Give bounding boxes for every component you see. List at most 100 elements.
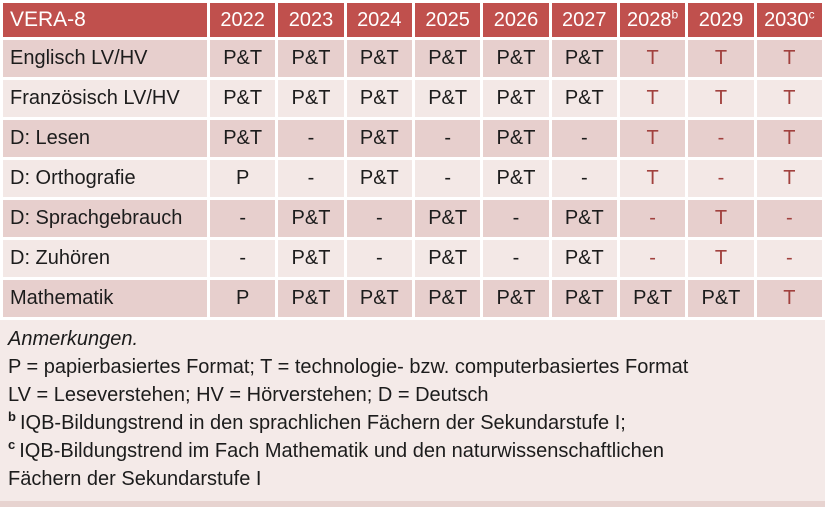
table-row: Französisch LV/HV P&T P&T P&T P&T P&T P&…	[3, 80, 822, 117]
footnote-marker: c	[8, 437, 16, 453]
format-cell: T	[756, 280, 822, 317]
table-row: D: Sprachgebrauch - P&T - P&T - P&T - T …	[3, 200, 822, 237]
format-cell: T	[688, 40, 754, 77]
year-column-header: 2022	[210, 3, 276, 37]
format-cell: P&T	[688, 280, 754, 317]
table-row: Englisch LV/HV P&T P&T P&T P&T P&T P&T T…	[3, 40, 822, 77]
format-cell: P&T	[278, 80, 344, 117]
format-cell: P&T	[346, 40, 412, 77]
year-column-header: 2029	[688, 3, 754, 37]
table-title: VERA-8	[3, 3, 207, 37]
format-cell: -	[551, 160, 617, 197]
year-column-header: 2026	[483, 3, 549, 37]
format-cell: P&T	[346, 160, 412, 197]
year-column-header: 2023	[278, 3, 344, 37]
format-cell: T	[688, 200, 754, 237]
format-cell: P&T	[346, 120, 412, 157]
format-cell: P&T	[414, 240, 481, 277]
format-cell: -	[483, 240, 549, 277]
table-row: Mathematik P P&T P&T P&T P&T P&T P&T P&T…	[3, 280, 822, 317]
format-cell: P	[210, 160, 276, 197]
format-cell: -	[414, 120, 481, 157]
format-cell: P&T	[414, 280, 481, 317]
format-cell: -	[483, 200, 549, 237]
format-cell: P&T	[551, 240, 617, 277]
year-column-header: 2030c	[756, 3, 822, 37]
format-cell: P&T	[483, 120, 549, 157]
subject-row-label: Englisch LV/HV	[3, 40, 207, 77]
format-cell: T	[619, 160, 686, 197]
subject-row-label: D: Sprachgebrauch	[3, 200, 207, 237]
format-cell: -	[756, 200, 822, 237]
format-cell: T	[688, 80, 754, 117]
subject-row-label: D: Lesen	[3, 120, 207, 157]
table-row: D: Lesen P&T - P&T - P&T - T - T	[3, 120, 822, 157]
notes-line: c IQB-Bildungstrend im Fach Mathematik un…	[8, 437, 664, 462]
format-cell: -	[210, 240, 276, 277]
format-cell: T	[756, 120, 822, 157]
format-cell: P&T	[346, 280, 412, 317]
subject-row-label: D: Zuhören	[3, 240, 207, 277]
format-cell: -	[619, 200, 686, 237]
format-cell: P&T	[483, 160, 549, 197]
format-cell: P&T	[278, 200, 344, 237]
format-cell: P&T	[278, 40, 344, 77]
format-cell: -	[551, 120, 617, 157]
format-cell: -	[688, 160, 754, 197]
year-column-header: 2025	[414, 3, 481, 37]
vera8-table: VERA-8 2022 2023 2024 2025 2026 2027 202…	[3, 3, 822, 317]
format-cell: -	[346, 200, 412, 237]
format-cell: T	[756, 40, 822, 77]
format-cell: P&T	[551, 40, 617, 77]
format-cell: P&T	[278, 240, 344, 277]
notes-line: LV = Leseverstehen; HV = Hörverstehen; D…	[8, 384, 489, 406]
format-cell: P	[210, 280, 276, 317]
year-column-header: 2024	[346, 3, 412, 37]
format-cell: -	[346, 240, 412, 277]
format-cell: -	[278, 160, 344, 197]
format-cell: P&T	[414, 200, 481, 237]
format-cell: T	[619, 120, 686, 157]
table-bottom-border	[0, 501, 825, 507]
format-cell: P&T	[619, 280, 686, 317]
format-cell: P&T	[551, 80, 617, 117]
format-cell: -	[210, 200, 276, 237]
format-cell: P&T	[414, 40, 481, 77]
format-cell: -	[756, 240, 822, 277]
notes-line: P = papierbasiertes Format; T = technolo…	[8, 356, 689, 378]
footnote-marker: b	[8, 409, 16, 425]
format-cell: T	[619, 40, 686, 77]
notes-line: b IQB-Bildungstrend in den sprachlichen F…	[8, 409, 626, 434]
notes-line: Fächern der Sekundarstufe I	[8, 468, 262, 490]
subject-row-label: D: Orthografie	[3, 160, 207, 197]
format-cell: P&T	[346, 80, 412, 117]
format-cell: P&T	[551, 280, 617, 317]
format-cell: P&T	[278, 280, 344, 317]
subject-row-label: Französisch LV/HV	[3, 80, 207, 117]
format-cell: P&T	[210, 40, 276, 77]
format-cell: -	[688, 120, 754, 157]
format-cell: P&T	[483, 80, 549, 117]
format-cell: T	[756, 80, 822, 117]
format-cell: P&T	[210, 80, 276, 117]
table-header-row: VERA-8 2022 2023 2024 2025 2026 2027 202…	[3, 3, 822, 37]
format-cell: P&T	[210, 120, 276, 157]
table-row: D: Orthografie P - P&T - P&T - T - T	[3, 160, 822, 197]
format-cell: -	[619, 240, 686, 277]
format-cell: T	[619, 80, 686, 117]
format-cell: P&T	[483, 40, 549, 77]
format-cell: -	[278, 120, 344, 157]
format-cell: P&T	[414, 80, 481, 117]
subject-row-label: Mathematik	[3, 280, 207, 317]
notes-heading: Anmerkungen.	[8, 328, 139, 350]
header-superscript: c	[808, 6, 815, 21]
format-cell: P&T	[551, 200, 617, 237]
format-cell: P&T	[483, 280, 549, 317]
format-cell: T	[756, 160, 822, 197]
format-cell: T	[688, 240, 754, 277]
year-column-header: 2027	[551, 3, 617, 37]
year-column-header: 2028b	[619, 3, 686, 37]
table-row: D: Zuhören - P&T - P&T - P&T - T -	[3, 240, 822, 277]
format-cell: -	[414, 160, 481, 197]
